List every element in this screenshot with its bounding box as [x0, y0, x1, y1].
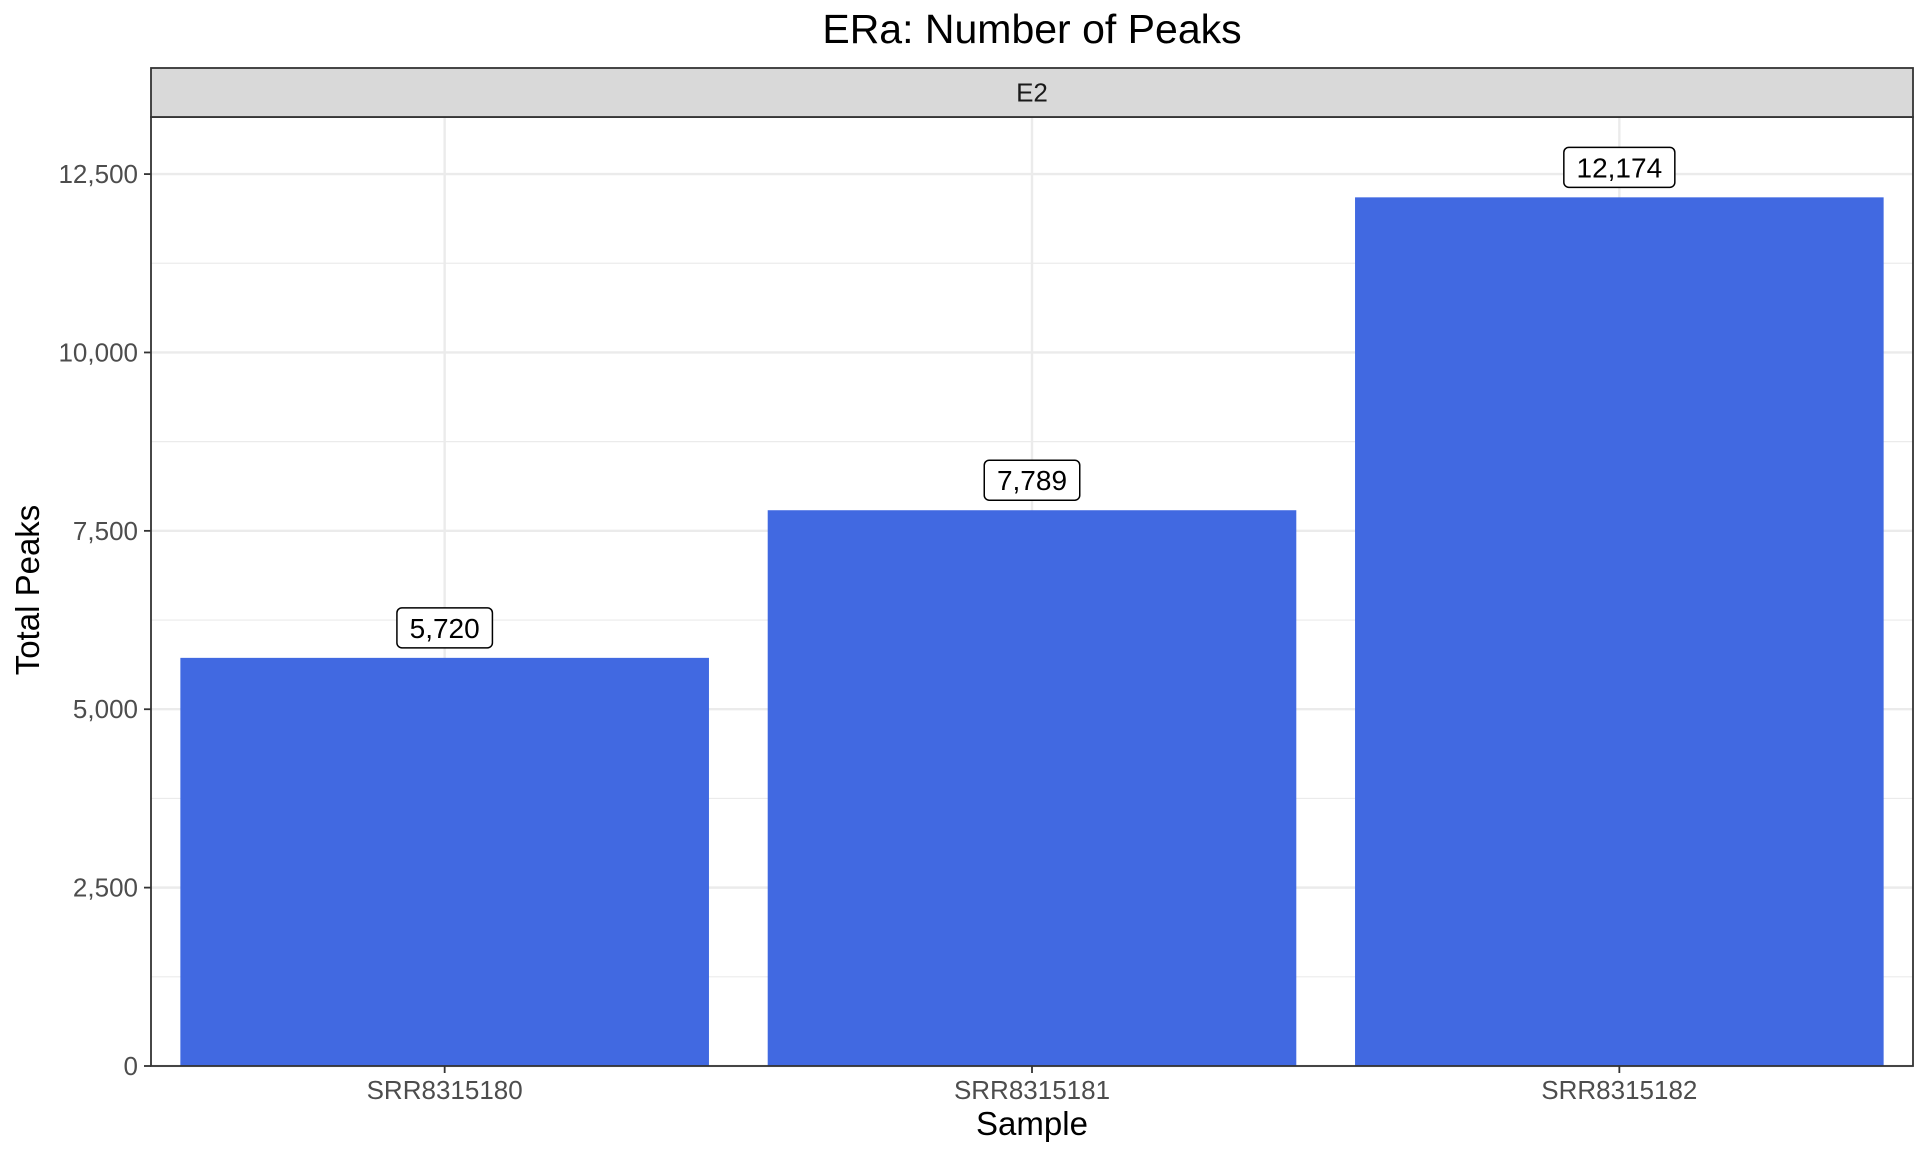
- x-axis-title: Sample: [976, 1105, 1088, 1142]
- y-tick-label: 10,000: [58, 337, 138, 367]
- x-tick-label: SRR8315181: [954, 1075, 1110, 1105]
- data-label-box: [396, 607, 494, 649]
- x-tick-label: SRR8315182: [1541, 1075, 1697, 1105]
- x-tick-label: SRR8315180: [367, 1075, 523, 1105]
- bar: [767, 510, 1297, 1066]
- data-label-group: 7,789: [983, 459, 1081, 501]
- data-label-group: 5,720: [396, 607, 494, 649]
- facet-strip-label: E2: [1016, 78, 1048, 108]
- data-label-box: [983, 459, 1081, 501]
- bar: [1355, 197, 1884, 1067]
- data-label-box: [1563, 146, 1676, 189]
- y-axis-title: Total Peaks: [9, 505, 46, 676]
- data-label: 12,174: [1577, 152, 1663, 183]
- facet-strip: E2: [150, 67, 1914, 118]
- y-tick-label: 7,500: [73, 516, 138, 546]
- facet-strip-background: [150, 67, 1914, 118]
- y-tick-label: 12,500: [58, 159, 138, 189]
- data-label: 5,720: [410, 613, 480, 644]
- data-labels: 5,720 7,789 12,174: [396, 146, 1676, 649]
- bar: [180, 657, 709, 1066]
- y-tick-label: 0: [124, 1051, 138, 1081]
- data-label: 7,789: [997, 465, 1067, 496]
- data-label-group: 12,174: [1563, 146, 1676, 189]
- y-tick-label: 5,000: [73, 694, 138, 724]
- chart-title: ERa: Number of Peaks: [822, 6, 1241, 52]
- axes: 0 2,500 5,000 7,500 10,000 12,500 SRR8315180 SR…: [58, 116, 1914, 1105]
- y-tick-label: 2,500: [73, 873, 138, 903]
- bars: [180, 197, 1884, 1067]
